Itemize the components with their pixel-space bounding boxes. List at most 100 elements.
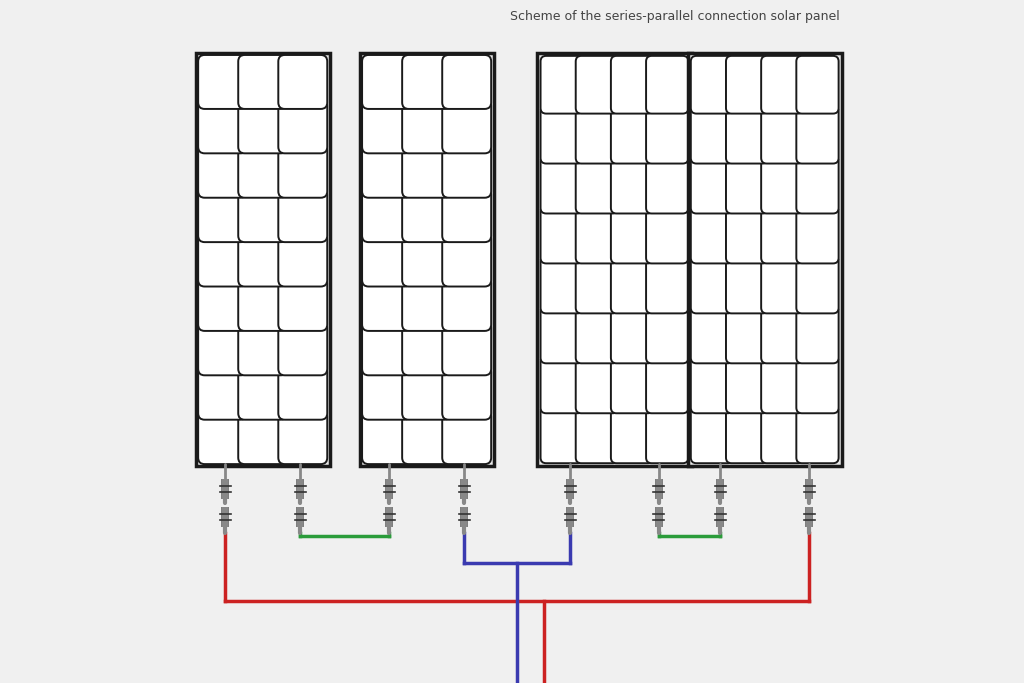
FancyBboxPatch shape [691, 56, 733, 113]
FancyBboxPatch shape [359, 53, 494, 466]
FancyBboxPatch shape [196, 53, 330, 466]
FancyBboxPatch shape [575, 206, 618, 264]
FancyBboxPatch shape [239, 322, 287, 376]
FancyBboxPatch shape [239, 55, 287, 109]
FancyBboxPatch shape [362, 188, 411, 242]
FancyBboxPatch shape [797, 255, 839, 313]
FancyBboxPatch shape [279, 232, 328, 287]
FancyBboxPatch shape [646, 406, 688, 463]
FancyBboxPatch shape [402, 55, 452, 109]
FancyBboxPatch shape [726, 356, 768, 413]
FancyBboxPatch shape [239, 365, 287, 419]
FancyBboxPatch shape [402, 144, 452, 198]
FancyBboxPatch shape [199, 188, 247, 242]
FancyBboxPatch shape [797, 206, 839, 264]
FancyBboxPatch shape [442, 55, 492, 109]
FancyBboxPatch shape [541, 156, 583, 214]
FancyBboxPatch shape [611, 156, 653, 214]
FancyBboxPatch shape [442, 100, 492, 154]
Text: Scheme of the series-parallel connection solar panel: Scheme of the series-parallel connection… [510, 10, 840, 23]
FancyBboxPatch shape [575, 56, 618, 113]
FancyBboxPatch shape [726, 156, 768, 214]
FancyBboxPatch shape [575, 156, 618, 214]
FancyBboxPatch shape [575, 356, 618, 413]
FancyBboxPatch shape [575, 255, 618, 313]
FancyBboxPatch shape [442, 365, 492, 419]
FancyBboxPatch shape [691, 206, 733, 264]
FancyBboxPatch shape [687, 53, 842, 466]
FancyBboxPatch shape [199, 365, 247, 419]
FancyBboxPatch shape [646, 356, 688, 413]
FancyBboxPatch shape [611, 356, 653, 413]
FancyBboxPatch shape [646, 305, 688, 363]
FancyBboxPatch shape [199, 144, 247, 198]
FancyBboxPatch shape [402, 277, 452, 331]
FancyBboxPatch shape [362, 55, 411, 109]
FancyBboxPatch shape [541, 206, 583, 264]
FancyBboxPatch shape [362, 144, 411, 198]
FancyBboxPatch shape [279, 410, 328, 464]
FancyBboxPatch shape [691, 106, 733, 163]
FancyBboxPatch shape [199, 55, 247, 109]
FancyBboxPatch shape [239, 410, 287, 464]
FancyBboxPatch shape [611, 255, 653, 313]
FancyBboxPatch shape [575, 106, 618, 163]
FancyBboxPatch shape [691, 406, 733, 463]
FancyBboxPatch shape [541, 56, 583, 113]
FancyBboxPatch shape [761, 406, 804, 463]
FancyBboxPatch shape [726, 106, 768, 163]
FancyBboxPatch shape [279, 55, 328, 109]
FancyBboxPatch shape [761, 56, 804, 113]
FancyBboxPatch shape [239, 232, 287, 287]
FancyBboxPatch shape [442, 277, 492, 331]
FancyBboxPatch shape [362, 100, 411, 154]
FancyBboxPatch shape [797, 56, 839, 113]
FancyBboxPatch shape [726, 56, 768, 113]
FancyBboxPatch shape [611, 305, 653, 363]
FancyBboxPatch shape [611, 106, 653, 163]
FancyBboxPatch shape [726, 305, 768, 363]
FancyBboxPatch shape [442, 188, 492, 242]
FancyBboxPatch shape [541, 356, 583, 413]
FancyBboxPatch shape [362, 410, 411, 464]
FancyBboxPatch shape [402, 365, 452, 419]
FancyBboxPatch shape [279, 365, 328, 419]
FancyBboxPatch shape [402, 322, 452, 376]
FancyBboxPatch shape [199, 232, 247, 287]
FancyBboxPatch shape [239, 144, 287, 198]
FancyBboxPatch shape [646, 106, 688, 163]
FancyBboxPatch shape [279, 188, 328, 242]
FancyBboxPatch shape [761, 356, 804, 413]
FancyBboxPatch shape [402, 410, 452, 464]
FancyBboxPatch shape [362, 232, 411, 287]
FancyBboxPatch shape [761, 206, 804, 264]
FancyBboxPatch shape [761, 106, 804, 163]
FancyBboxPatch shape [239, 188, 287, 242]
FancyBboxPatch shape [538, 53, 691, 466]
FancyBboxPatch shape [362, 277, 411, 331]
FancyBboxPatch shape [575, 406, 618, 463]
FancyBboxPatch shape [541, 406, 583, 463]
FancyBboxPatch shape [691, 356, 733, 413]
FancyBboxPatch shape [199, 410, 247, 464]
FancyBboxPatch shape [541, 305, 583, 363]
FancyBboxPatch shape [199, 322, 247, 376]
FancyBboxPatch shape [611, 56, 653, 113]
FancyBboxPatch shape [279, 100, 328, 154]
FancyBboxPatch shape [402, 232, 452, 287]
FancyBboxPatch shape [442, 144, 492, 198]
FancyBboxPatch shape [442, 410, 492, 464]
FancyBboxPatch shape [402, 100, 452, 154]
FancyBboxPatch shape [797, 356, 839, 413]
FancyBboxPatch shape [646, 206, 688, 264]
FancyBboxPatch shape [442, 322, 492, 376]
FancyBboxPatch shape [362, 365, 411, 419]
FancyBboxPatch shape [279, 322, 328, 376]
FancyBboxPatch shape [646, 156, 688, 214]
FancyBboxPatch shape [797, 406, 839, 463]
FancyBboxPatch shape [646, 56, 688, 113]
FancyBboxPatch shape [797, 305, 839, 363]
FancyBboxPatch shape [362, 322, 411, 376]
FancyBboxPatch shape [541, 255, 583, 313]
FancyBboxPatch shape [541, 106, 583, 163]
